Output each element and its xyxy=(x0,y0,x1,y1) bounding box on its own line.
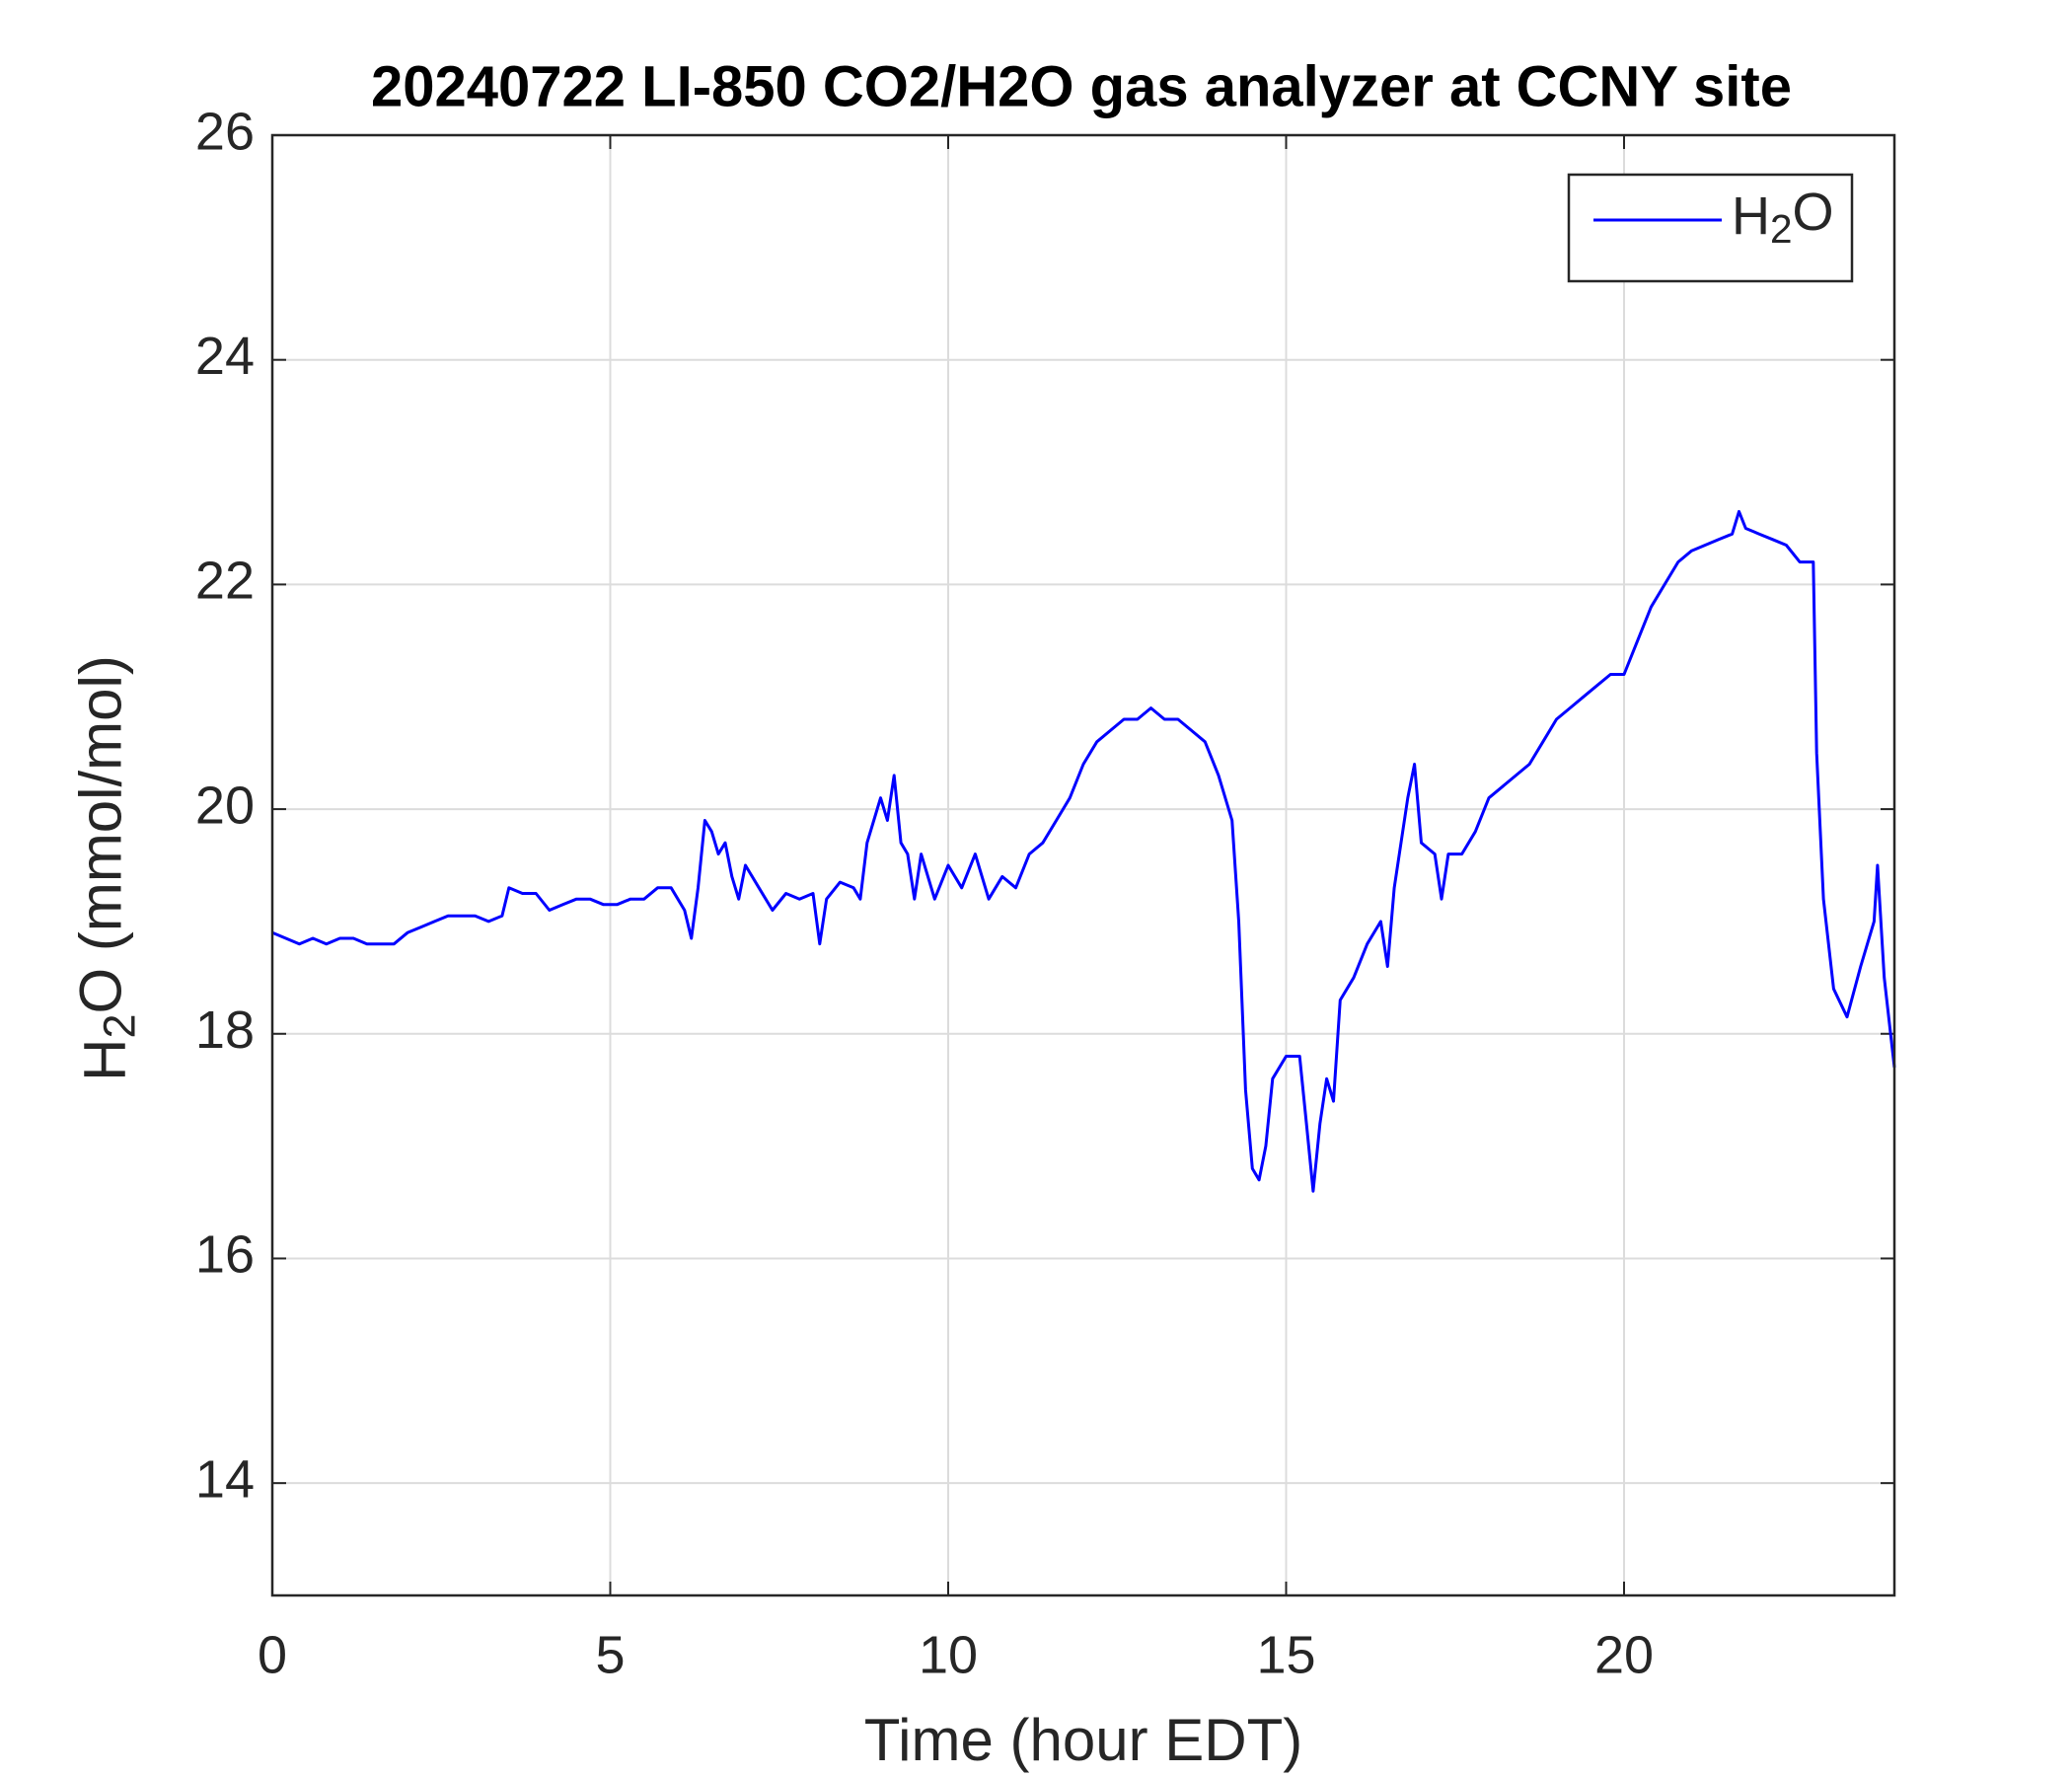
data-line xyxy=(271,509,1896,1193)
y-tick-label: 14 xyxy=(195,1449,255,1509)
legend-label: H2O xyxy=(1732,183,1834,252)
plot-frame xyxy=(270,133,1896,1597)
y-tick-label: 20 xyxy=(195,776,255,835)
legend-box xyxy=(1567,173,1854,283)
y-tick-label: 16 xyxy=(195,1225,255,1285)
legend: H2O xyxy=(1567,173,1854,283)
x-tick-label: 15 xyxy=(1256,1625,1315,1684)
y-tick-label: 24 xyxy=(195,327,255,386)
x-tick-label: 0 xyxy=(258,1625,287,1684)
x-tick-label: 20 xyxy=(1594,1625,1654,1684)
x-axis-label: Time (hour EDT) xyxy=(864,1707,1303,1773)
x-tick-label: 10 xyxy=(919,1625,978,1684)
chart-title: 20240722 LI-850 CO2/H2O gas analyzer at … xyxy=(371,54,1792,118)
y-axis-label: H2O (mmol/mol) xyxy=(67,655,144,1081)
y-tick-label: 18 xyxy=(195,1000,255,1060)
y-tick-label: 26 xyxy=(195,102,255,161)
y-tick-label: 22 xyxy=(195,552,255,611)
x-tick-label: 5 xyxy=(595,1625,625,1684)
